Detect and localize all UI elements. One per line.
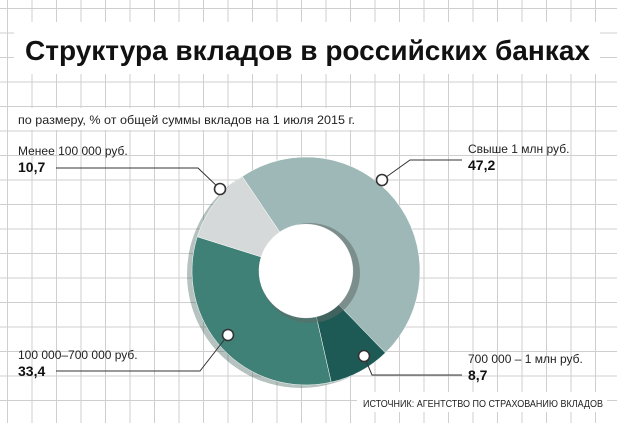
slice-label: Свыше 1 млн руб. (468, 142, 569, 156)
leader-line (363, 355, 462, 376)
callout-marker (213, 182, 227, 196)
source-banner (357, 392, 607, 412)
callout-marker (357, 349, 371, 363)
slice-label: 100 000–700 000 руб. (18, 348, 138, 362)
slice-label: 700 000 – 1 млн руб. (468, 352, 583, 366)
title-banner (14, 22, 600, 74)
slice-value-label: 8,7 (468, 367, 488, 383)
slice-value-label: 33,4 (18, 363, 45, 379)
leader-line (56, 167, 221, 190)
slice-value-label: 47,2 (468, 157, 495, 173)
leader-line (381, 159, 462, 181)
slice-value-label: 10,7 (18, 159, 45, 175)
donut-hole-center (259, 224, 353, 318)
subtitle-banner (14, 108, 359, 130)
slice-label: Менее 100 000 руб. (18, 144, 128, 158)
leader-line (56, 334, 229, 372)
chart-subtitle: по размеру, % от общей суммы вкладов на … (18, 113, 355, 127)
donut-hole (259, 223, 360, 323)
callout-marker (375, 173, 389, 187)
callouts: Свыше 1 млн руб.47,2 700 000 – 1 млн руб.… (18, 142, 583, 383)
chart-source: ИСТОЧНИК: АГЕНТСТВО ПО СТРАХОВАНИЮ ВКЛАД… (363, 398, 603, 410)
donut-slices (191, 156, 421, 386)
callout-marker (221, 328, 235, 342)
chart-title: Структура вкладов в российских банках (25, 35, 590, 66)
